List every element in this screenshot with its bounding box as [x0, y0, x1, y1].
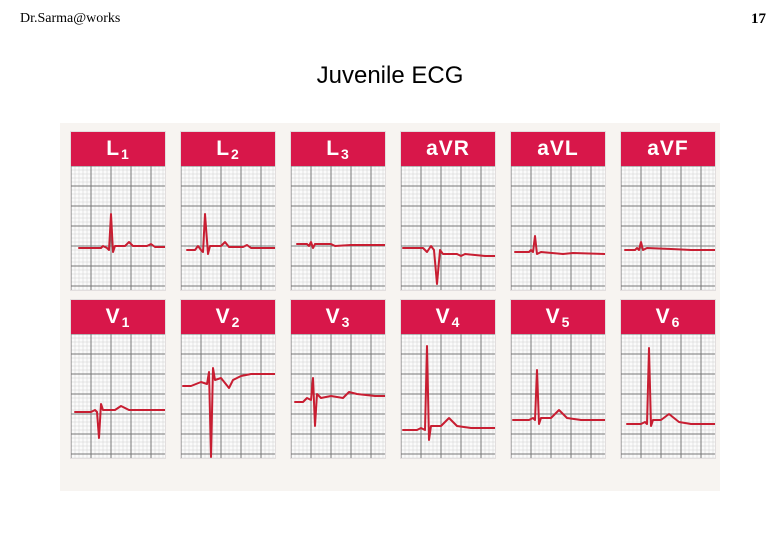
lead-label-l1: L1 [71, 132, 165, 166]
ecg-grid [511, 166, 605, 290]
lead-panel-v1: V1 [70, 299, 166, 459]
lead-label-v1: V1 [71, 300, 165, 334]
lead-name: V [215, 305, 231, 328]
lead-subscript: 3 [341, 146, 350, 162]
lead-name: V [325, 305, 341, 328]
ecg-trace-v6 [626, 347, 715, 427]
lead-subscript: 1 [121, 146, 130, 162]
lead-panel-v3: V3 [290, 299, 386, 459]
ecg-trace-avf [624, 241, 715, 251]
ecg-trace-avr [402, 245, 495, 285]
ecg-trace-avl [514, 235, 605, 255]
lead-label-avf: aVF [621, 132, 715, 166]
lead-label-avl: aVL [511, 132, 605, 166]
ecg-grid [401, 166, 495, 290]
lead-name: V [655, 305, 671, 328]
lead-subscript: 4 [451, 314, 461, 330]
lead-label-l2: L2 [181, 132, 275, 166]
lead-panel-avr: aVR [400, 131, 496, 291]
ecg-grid [511, 334, 605, 458]
lead-name: aVR [426, 137, 470, 160]
lead-panel-v2: V2 [180, 299, 276, 459]
lead-name: L [216, 137, 231, 160]
ecg-grid [181, 334, 275, 458]
lead-label-l3: L3 [291, 132, 385, 166]
ecg-grid [401, 334, 495, 458]
lead-panel-avl: aVL [510, 131, 606, 291]
lead-panel-v4: V4 [400, 299, 496, 459]
ecg-trace-v3 [294, 377, 385, 427]
lead-subscript: 1 [121, 314, 131, 330]
ecg-grid [621, 334, 715, 458]
lead-subscript: 2 [231, 146, 240, 162]
lead-label-v4: V4 [401, 300, 495, 334]
lead-label-v5: V5 [511, 300, 605, 334]
credit-text: Dr.Sarma@works [20, 11, 121, 26]
ecg-trace-v2 [182, 367, 275, 458]
lead-name: V [435, 305, 451, 328]
ecg-trace-l3 [296, 241, 385, 249]
ecg-lead-board: L1 L2 L3 aVR aVL aVF V1 V2 V3 V4 V5 V6 [60, 123, 720, 491]
lead-label-v3: V3 [291, 300, 385, 334]
lead-name: V [105, 305, 121, 328]
lead-label-v2: V2 [181, 300, 275, 334]
lead-name: aVL [537, 137, 579, 160]
ecg-grid [291, 334, 385, 458]
lead-panel-l3: L3 [290, 131, 386, 291]
ecg-grid [71, 166, 165, 290]
ecg-trace-v4 [402, 345, 495, 441]
ecg-trace-l2 [186, 213, 275, 255]
lead-label-avr: aVR [401, 132, 495, 166]
lead-label-v6: V6 [621, 300, 715, 334]
ecg-grid [621, 166, 715, 290]
lead-panel-v6: V6 [620, 299, 716, 459]
lead-subscript: 6 [671, 314, 681, 330]
lead-subscript: 3 [341, 314, 351, 330]
lead-subscript: 2 [231, 314, 241, 330]
lead-panel-v5: V5 [510, 299, 606, 459]
lead-panel-l2: L2 [180, 131, 276, 291]
ecg-trace-l1 [78, 213, 165, 253]
lead-subscript: 5 [561, 314, 571, 330]
lead-name: L [106, 137, 121, 160]
slide-title: Juvenile ECG [316, 62, 464, 89]
lead-name: L [326, 137, 341, 160]
ecg-grid [291, 166, 385, 290]
ecg-trace-v5 [512, 369, 605, 425]
page-number: 17 [751, 11, 766, 27]
ecg-trace-v1 [74, 403, 165, 439]
ecg-grid [71, 334, 165, 458]
lead-panel-avf: aVF [620, 131, 716, 291]
lead-name: V [545, 305, 561, 328]
lead-name: aVF [647, 137, 689, 160]
ecg-grid [181, 166, 275, 290]
lead-panel-l1: L1 [70, 131, 166, 291]
